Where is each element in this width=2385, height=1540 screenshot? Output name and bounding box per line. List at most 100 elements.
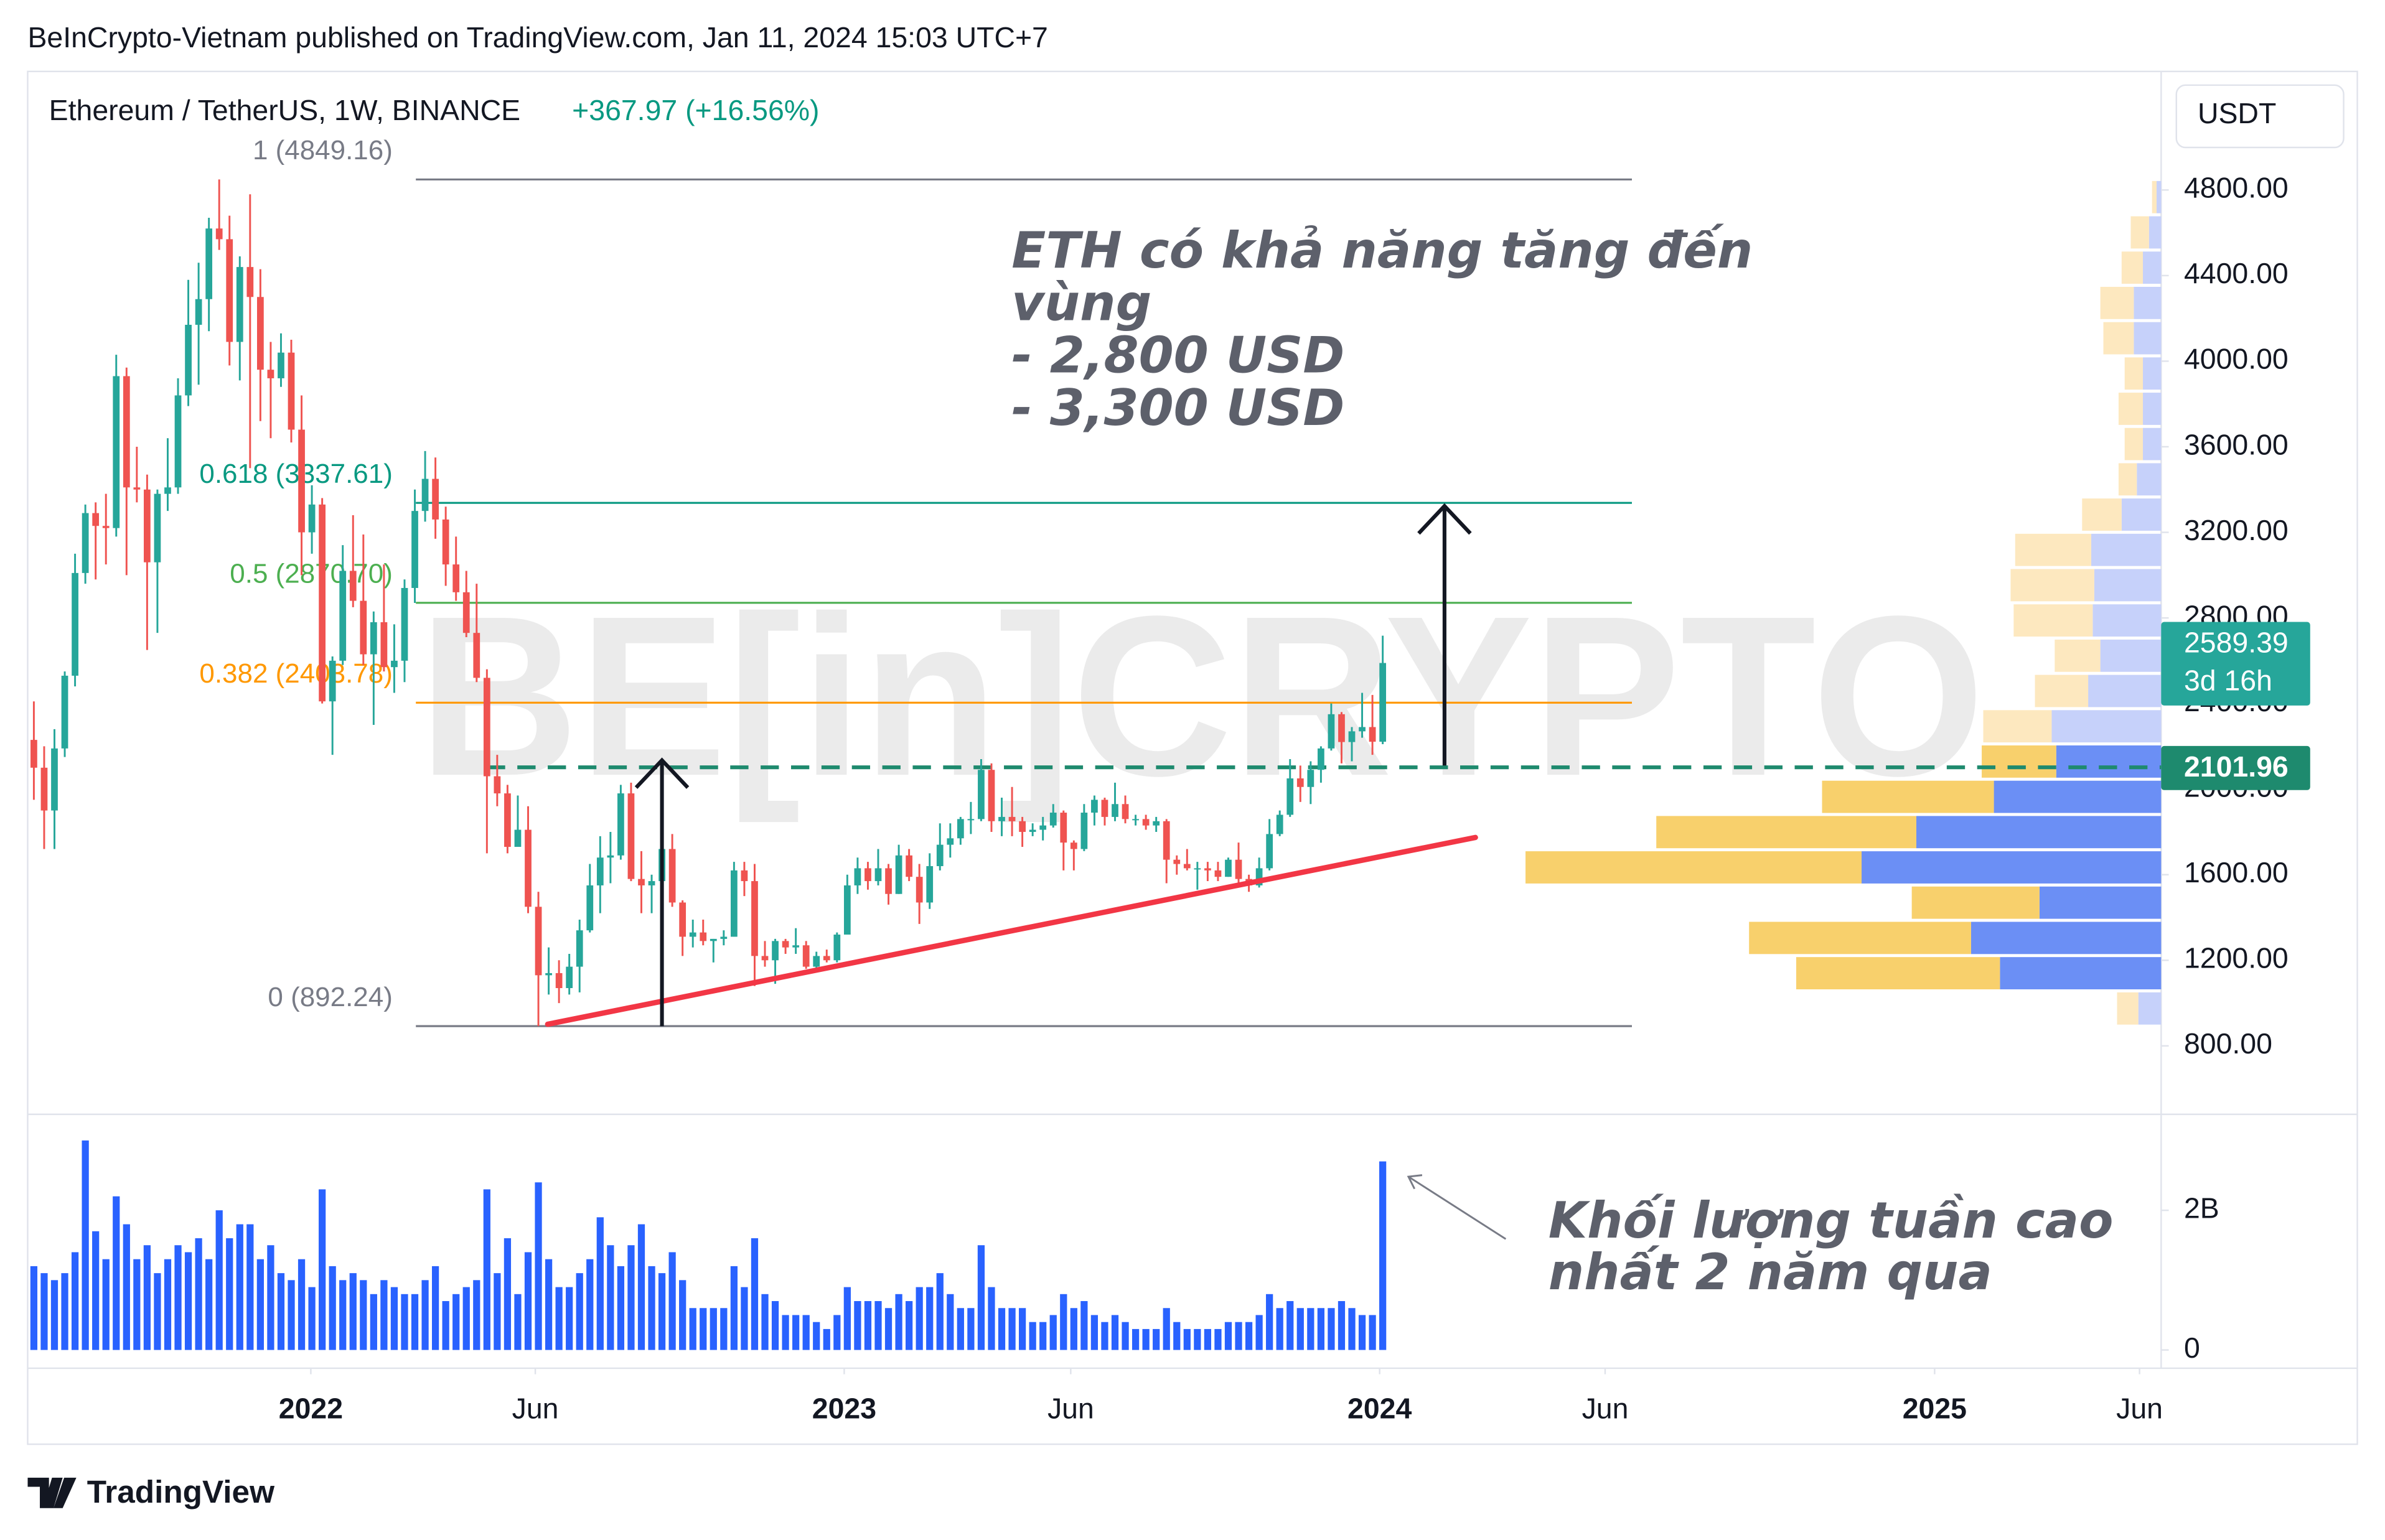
candle-body — [267, 370, 274, 378]
candle-body — [1348, 731, 1356, 742]
candle-body — [865, 868, 871, 882]
volume-bar — [143, 1245, 151, 1350]
profile-up — [2000, 957, 2162, 989]
volume-bar — [349, 1273, 357, 1350]
volume-pane — [30, 1140, 1387, 1350]
volume-bar — [1235, 1322, 1242, 1350]
volume-bar — [308, 1287, 316, 1350]
candle-body — [1307, 770, 1314, 787]
candle-body — [916, 877, 923, 903]
volume-bar — [689, 1308, 696, 1350]
candle-body — [1214, 870, 1222, 877]
volume-bar — [215, 1210, 223, 1350]
candle-body — [843, 885, 851, 935]
candle-body — [668, 849, 676, 903]
candle-body — [1153, 821, 1160, 826]
candle-body — [1317, 748, 1324, 770]
x-tick-label: 2025 — [1903, 1393, 1967, 1425]
volume-bar — [916, 1287, 923, 1350]
level-box — [2161, 745, 2310, 790]
volume-bar — [360, 1280, 367, 1350]
candle-body — [720, 936, 728, 939]
volume-bar — [514, 1294, 522, 1350]
volume-bar — [473, 1280, 480, 1350]
profile-up — [2121, 498, 2162, 531]
brand-logo — [27, 1477, 77, 1508]
volume-bar — [1173, 1322, 1181, 1350]
volume-tick-label: 2B — [2184, 1192, 2219, 1224]
x-tick-label: Jun — [512, 1393, 559, 1425]
volume-bar — [710, 1308, 717, 1350]
candle-body — [988, 770, 995, 821]
candle-body — [1204, 868, 1211, 870]
candle-body — [205, 228, 213, 299]
volume-bar — [771, 1301, 779, 1350]
profile-up — [2143, 427, 2162, 460]
y-tick-label: 3600.00 — [2184, 428, 2289, 460]
volume-bar — [1029, 1322, 1036, 1350]
profile-down — [2121, 251, 2144, 284]
volume-bar — [92, 1231, 100, 1350]
volume-bar — [895, 1294, 902, 1350]
profile-down — [2082, 498, 2122, 531]
profile-up — [2143, 393, 2162, 425]
candle-body — [72, 572, 78, 676]
candle-body — [370, 622, 377, 655]
candle-body — [802, 945, 810, 967]
candle-body — [1008, 816, 1016, 821]
price-axis: 800.001200.001600.002000.002400.002800.0… — [2161, 172, 2310, 1364]
candle-body — [545, 973, 552, 976]
candle-body — [751, 881, 758, 956]
candle-body — [339, 571, 347, 661]
arrow-head — [1417, 503, 1472, 535]
volume-bar — [442, 1301, 449, 1350]
x-tick-label: 2022 — [279, 1393, 343, 1425]
volume-bar — [679, 1280, 686, 1350]
volume-bar — [1070, 1308, 1077, 1350]
candle-body — [885, 868, 892, 894]
candle-body — [607, 855, 614, 858]
profile-up — [2092, 604, 2162, 637]
profile-up — [1994, 780, 2162, 813]
profile-up — [2039, 886, 2162, 919]
volume-bar — [936, 1273, 944, 1350]
candle-body — [1101, 800, 1108, 817]
volume-bar — [1296, 1308, 1304, 1350]
candle-body — [689, 932, 696, 937]
volume-bar — [648, 1266, 655, 1350]
profile-down — [2118, 463, 2137, 496]
currency-button[interactable] — [2175, 84, 2345, 149]
volume-bar — [298, 1259, 306, 1350]
candle-body — [761, 956, 769, 961]
volume-bar — [319, 1189, 326, 1350]
annotation-line: vùng — [1011, 274, 1151, 332]
profile-up — [2100, 639, 2162, 672]
candle-body — [452, 564, 460, 592]
volume-bar — [1090, 1315, 1099, 1350]
volume-bar — [71, 1252, 79, 1350]
candle-body — [1338, 714, 1345, 742]
profile-up — [2143, 357, 2162, 390]
candle-body — [1286, 778, 1294, 815]
volume-bar — [823, 1328, 830, 1350]
candle-body — [113, 376, 120, 528]
currency[interactable]: USDT — [2198, 97, 2276, 129]
volume-bar — [813, 1322, 820, 1350]
volume-bar — [535, 1182, 542, 1350]
candle-body — [1049, 813, 1057, 826]
candle-body — [1029, 829, 1036, 832]
candle-body — [1122, 804, 1129, 819]
candle-body — [741, 870, 748, 882]
candle-body — [1235, 859, 1242, 879]
fib-label: 1 (4849.16) — [253, 135, 393, 166]
last-price: 2589.39 — [2184, 626, 2289, 658]
volume-bar — [627, 1245, 635, 1350]
volume-bar — [288, 1280, 295, 1350]
candle-body — [998, 816, 1005, 821]
candle-body — [144, 489, 151, 562]
volume-profile — [1525, 180, 2162, 1025]
volume-bar — [370, 1294, 377, 1350]
volume-bar — [874, 1301, 882, 1350]
